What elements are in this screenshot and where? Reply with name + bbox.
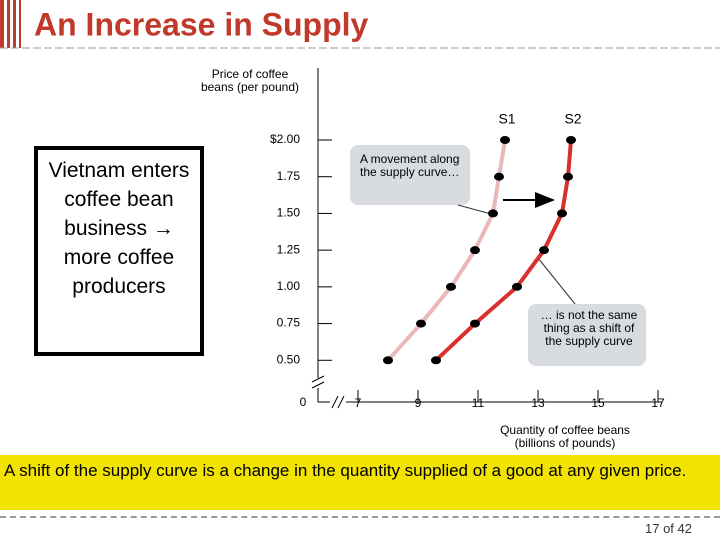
y-tick-label: 1.75 [277, 169, 301, 183]
x-tick-label: 11 [472, 396, 485, 410]
annotation-box [350, 145, 470, 205]
axis-break [331, 395, 339, 409]
x-tick-label: 9 [415, 396, 422, 410]
x-tick-label: 13 [531, 396, 545, 410]
data-point [470, 246, 480, 255]
series-label: S2 [564, 111, 581, 127]
x-axis-label: Quantity of coffee beans (billions of po… [500, 423, 630, 450]
y-tick-label: 0.75 [277, 316, 301, 330]
data-point [566, 136, 576, 144]
data-point [416, 319, 426, 328]
annotation: … is not the same thing as a shift of th… [540, 308, 638, 348]
axis-break [311, 375, 325, 383]
data-point [512, 282, 522, 291]
footer-rule [0, 516, 720, 518]
page-number: 17 of 42 [645, 521, 692, 536]
data-point [470, 319, 480, 328]
data-point [500, 136, 510, 144]
annotation: A movement along the supply curve… [360, 152, 460, 179]
data-point [488, 209, 498, 218]
origin-label: 0 [300, 395, 307, 409]
y-tick-label: 0.50 [277, 352, 301, 366]
footer-note: A shift of the supply curve is a change … [0, 455, 720, 510]
x-tick-label: 15 [591, 396, 605, 410]
y-tick-label: 1.50 [277, 206, 301, 220]
x-tick-label: 7 [355, 396, 362, 410]
data-point [494, 172, 504, 181]
axis-break [337, 395, 345, 409]
side-box: Vietnam enters coffee bean business → mo… [34, 146, 204, 356]
data-point [383, 356, 393, 365]
y-axis-label: Price of coffee beans (per pound) [200, 67, 300, 94]
leader-line [537, 257, 576, 305]
slide-title: An Increase in Supply [34, 6, 369, 42]
title-stripes [0, 0, 21, 48]
y-tick-label: 1.25 [277, 242, 301, 256]
data-point [557, 209, 567, 218]
annotation-box [528, 304, 646, 366]
data-point [446, 282, 456, 291]
data-point [563, 172, 573, 181]
y-tick-label: $2.00 [270, 132, 300, 146]
data-point [431, 356, 441, 365]
y-tick-label: 1.00 [277, 279, 301, 293]
x-tick-label: 17 [651, 396, 665, 410]
axis-break [311, 381, 325, 389]
leader-line [457, 204, 492, 215]
data-point [539, 246, 549, 255]
series-label: S1 [498, 111, 515, 127]
